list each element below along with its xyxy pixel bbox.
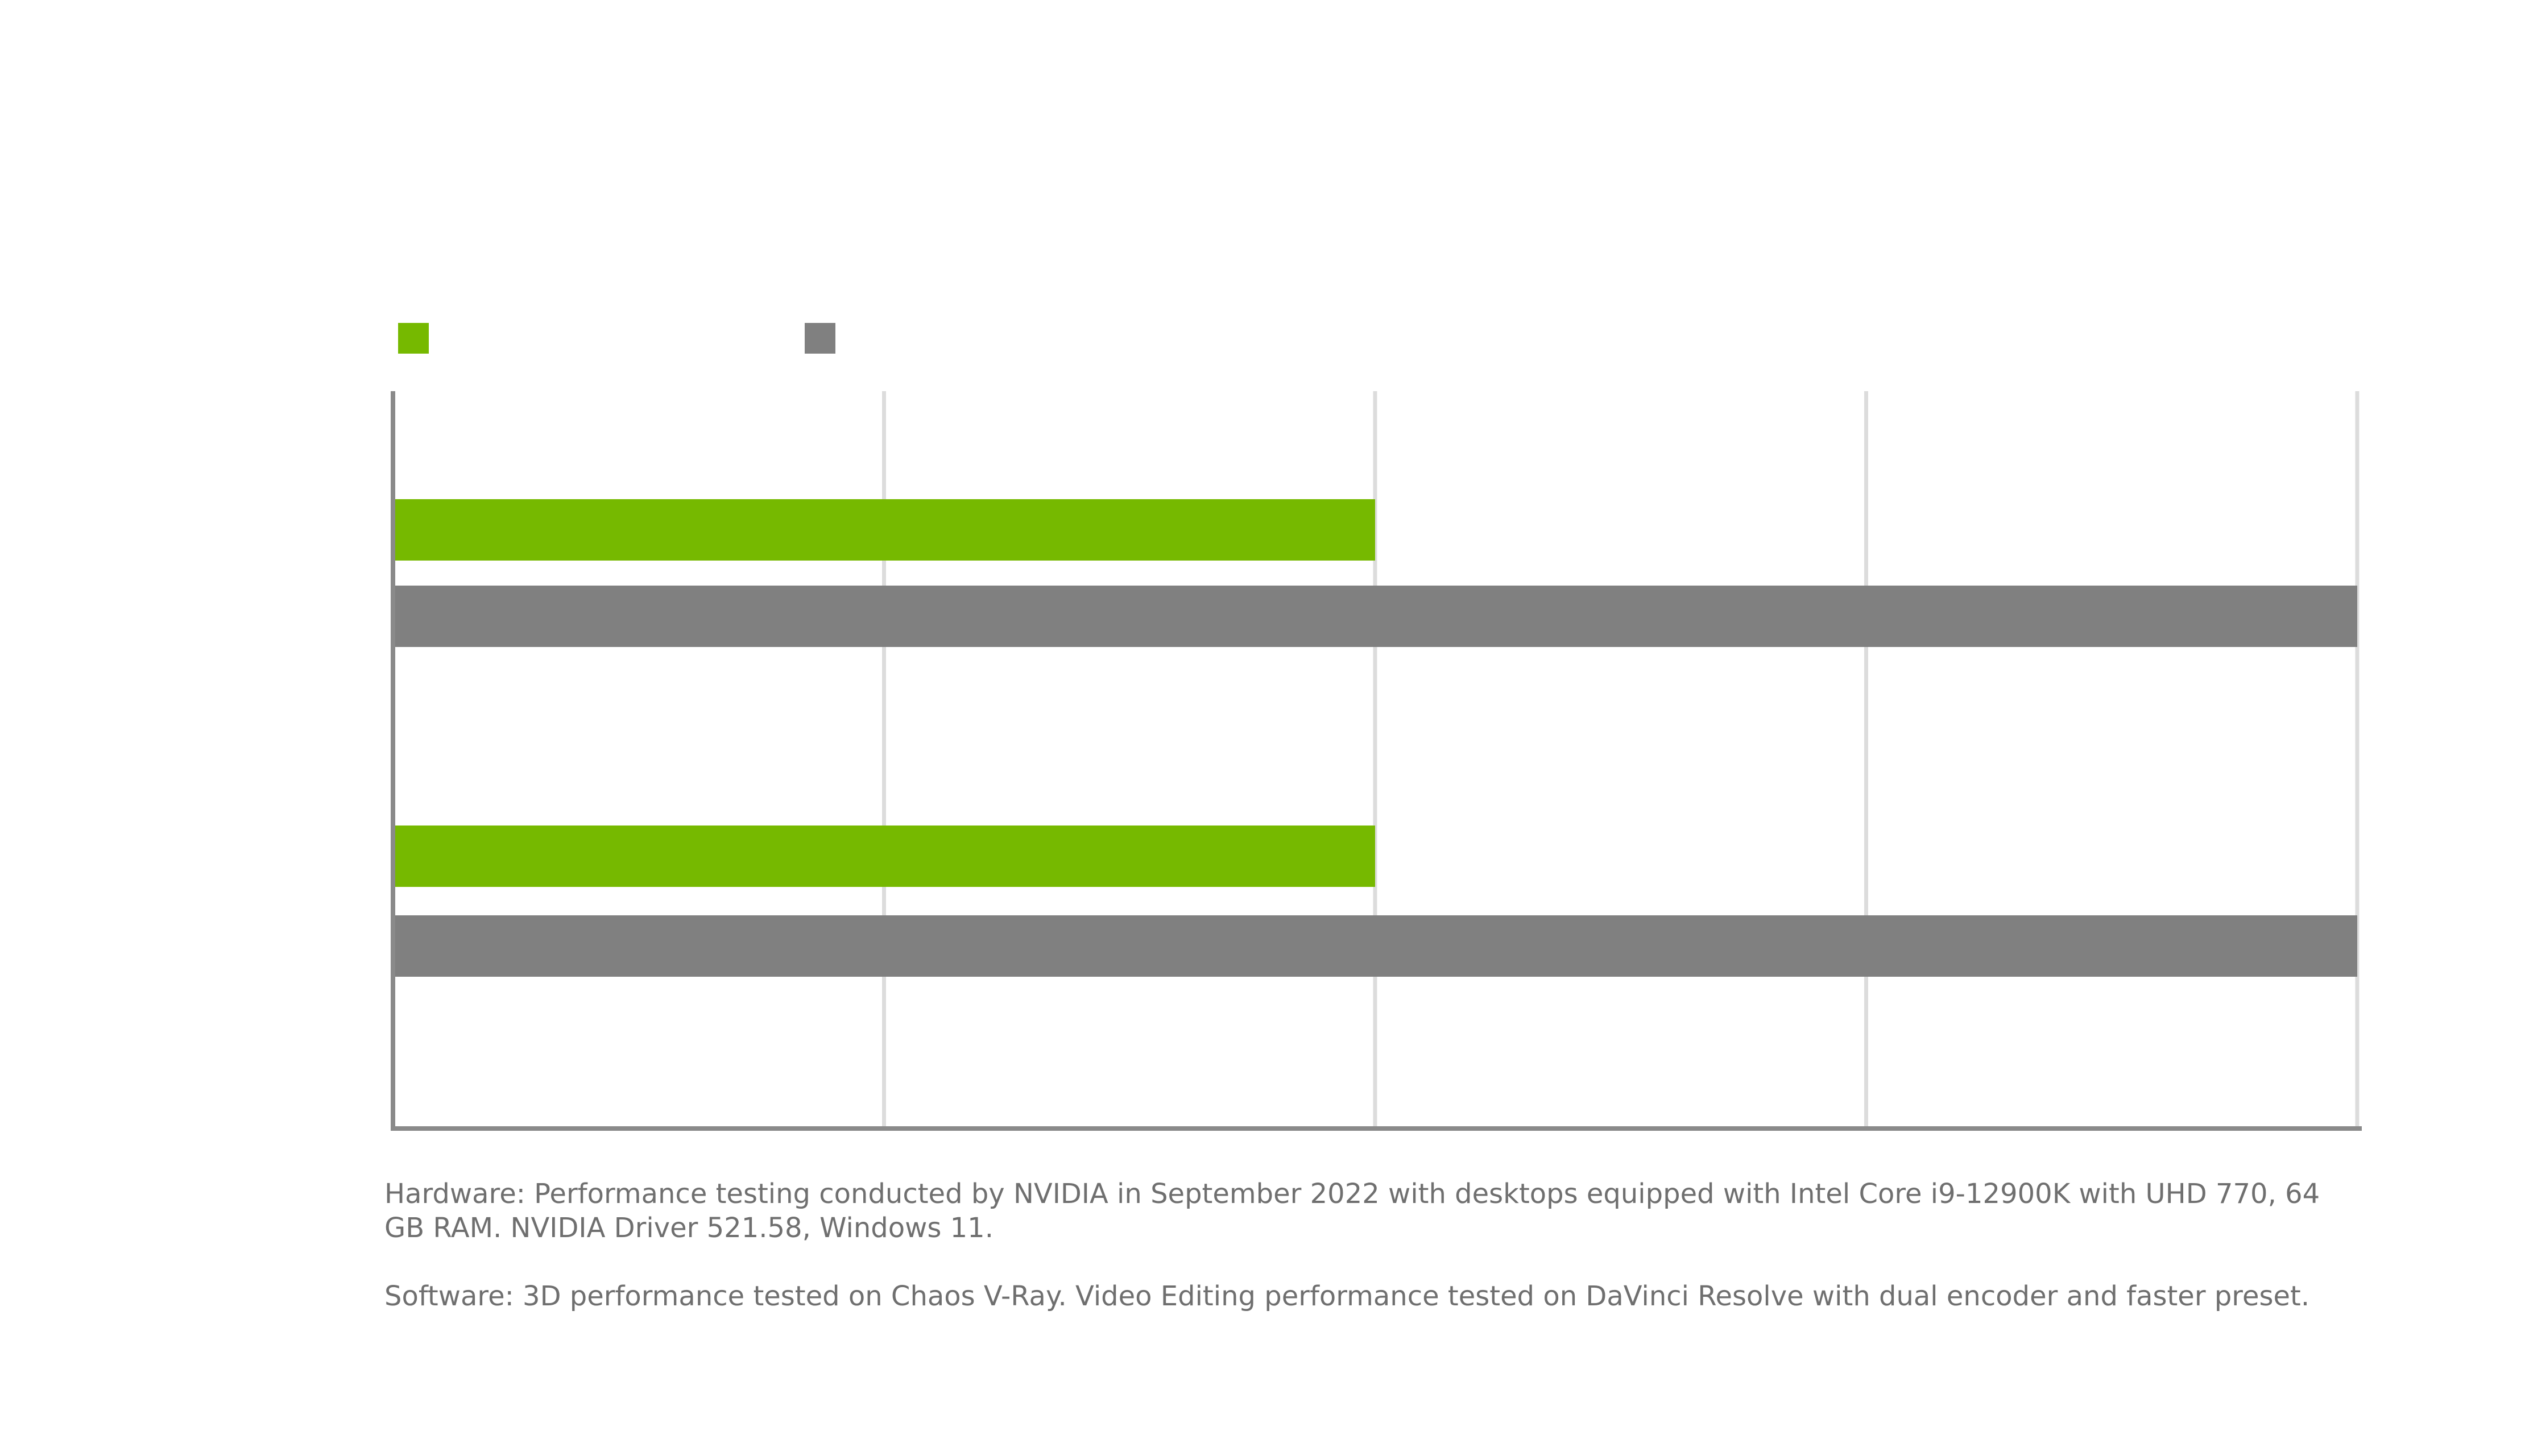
legend-swatch-1 [398,323,429,354]
bars [395,499,2357,977]
legend [398,323,835,354]
footnotes: Hardware: Performance testing conducted … [384,1177,2363,1313]
hardware-footnote: Hardware: Performance testing conducted … [384,1178,2320,1244]
legend-swatch-2 [805,323,835,354]
bar-group-2-series-2 [395,915,2357,977]
axes [391,391,2362,1131]
software-footnote: Software: 3D performance tested on Chaos… [384,1280,2310,1312]
bar-group-1-series-2 [395,586,2357,647]
bar-group-2-series-1 [395,826,1375,887]
bar-group-1-series-1 [395,499,1375,561]
